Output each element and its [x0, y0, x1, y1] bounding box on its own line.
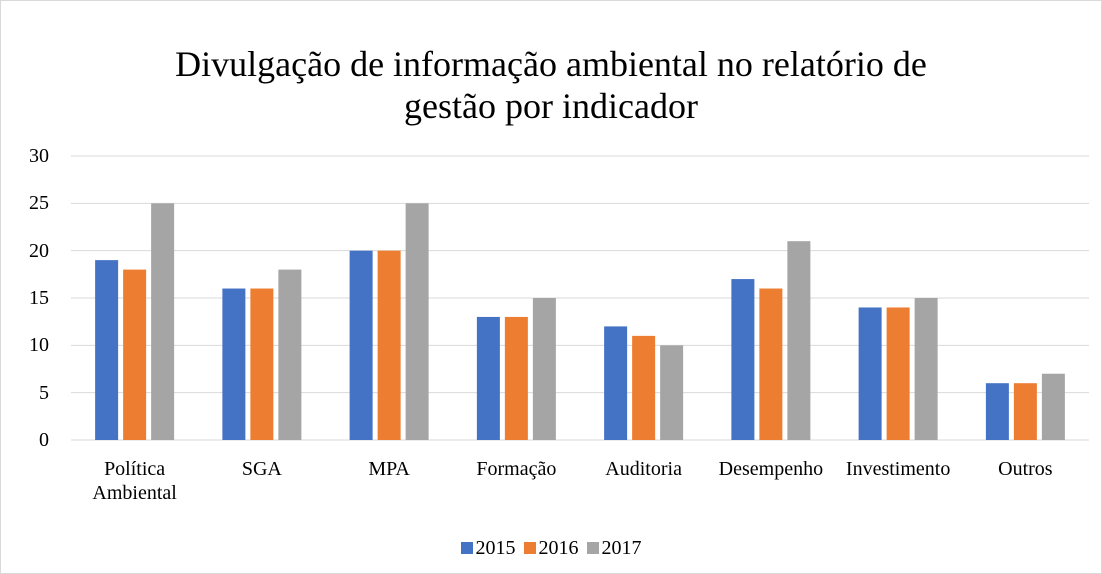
y-tick-label: 30 — [29, 145, 49, 167]
bar — [151, 203, 175, 440]
legend-swatch — [586, 542, 599, 554]
x-tick-label: Outros — [998, 458, 1053, 480]
bar — [858, 307, 882, 440]
bar — [222, 288, 246, 440]
bar — [532, 298, 556, 440]
bar — [759, 288, 783, 440]
y-tick-label: 20 — [29, 239, 49, 262]
x-tick-label: Política Ambiental — [92, 458, 177, 504]
bar — [405, 203, 429, 440]
legend-item: 2017 — [586, 537, 642, 560]
legend-item: 2016 — [523, 537, 579, 560]
legend-label: 2015 — [475, 537, 516, 559]
x-tick-label: MPA — [368, 458, 410, 480]
bar — [476, 316, 500, 440]
legend-label: 2017 — [601, 537, 642, 559]
bar — [278, 269, 302, 440]
y-tick-label: 25 — [29, 192, 49, 215]
bar — [123, 269, 147, 440]
bar — [1013, 383, 1037, 440]
bar — [1041, 373, 1065, 440]
bar — [886, 307, 910, 440]
bar — [632, 335, 656, 440]
x-tick-label: Auditoria — [605, 458, 682, 480]
x-tick-label: SGA — [241, 458, 282, 480]
legend: 2015 2016 2017 — [1, 537, 1101, 560]
y-tick-label: 10 — [29, 334, 49, 357]
bar — [95, 260, 119, 440]
legend-item: 2015 — [460, 537, 516, 560]
bar — [660, 345, 684, 440]
chart-title: Divulgação de informação ambiental no re… — [175, 44, 927, 126]
legend-swatch — [460, 542, 473, 554]
x-tick-label: Formação — [476, 458, 557, 480]
bar — [250, 288, 274, 440]
legend-swatch — [523, 542, 536, 554]
bar — [985, 383, 1009, 440]
y-tick-label: 5 — [39, 381, 49, 404]
bar — [914, 298, 938, 440]
y-tick-label: 0 — [39, 429, 49, 451]
legend-label: 2016 — [538, 537, 579, 559]
bar — [504, 316, 528, 440]
bar — [604, 326, 628, 440]
y-tick-label: 15 — [29, 287, 49, 309]
x-tick-label: Investimento — [845, 458, 951, 480]
bar — [731, 279, 755, 440]
bar — [787, 241, 811, 440]
bar — [377, 250, 401, 440]
x-tick-label: Desempenho — [718, 458, 824, 480]
bar — [349, 250, 373, 440]
